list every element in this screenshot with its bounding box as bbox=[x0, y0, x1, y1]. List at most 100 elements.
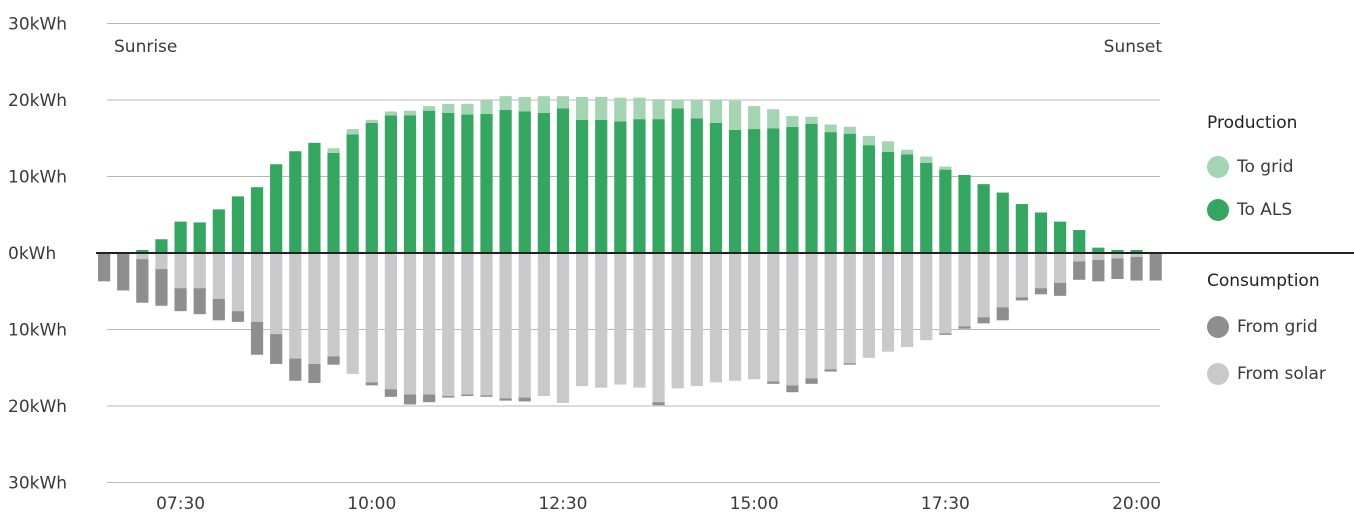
bar-to-als bbox=[748, 129, 761, 253]
bar-from-solar bbox=[958, 253, 971, 327]
legend-label-to-als: To ALS bbox=[1237, 200, 1293, 220]
bar-from-grid bbox=[1130, 256, 1143, 281]
bar-to-grid bbox=[920, 156, 933, 163]
legend-item-to-als[interactable]: To ALS bbox=[1207, 198, 1292, 222]
bar-from-solar bbox=[289, 253, 302, 359]
legend-item-to-grid[interactable]: To grid bbox=[1207, 155, 1294, 179]
bar-to-als bbox=[250, 187, 264, 253]
bar-from-solar bbox=[862, 253, 875, 358]
bar-to-grid bbox=[633, 97, 646, 120]
bar-to-als bbox=[805, 123, 818, 253]
bar-from-grid bbox=[327, 356, 340, 365]
bar-from-solar bbox=[1054, 253, 1067, 283]
bar-to-grid bbox=[480, 100, 493, 114]
bar-to-grid bbox=[671, 100, 684, 109]
bar-to-grid bbox=[748, 106, 761, 130]
bar-to-als bbox=[728, 129, 742, 253]
bar-from-grid bbox=[652, 402, 665, 406]
x-tick-label: 20:00 bbox=[1112, 494, 1161, 514]
bar-from-grid bbox=[1111, 258, 1124, 280]
bar-from-solar bbox=[442, 253, 455, 397]
bar-to-als bbox=[403, 115, 417, 253]
x-tick-label: 07:30 bbox=[156, 494, 205, 514]
bar-to-grid bbox=[499, 96, 512, 110]
bar-to-als bbox=[633, 119, 646, 253]
bar-from-solar bbox=[250, 253, 264, 322]
bar-from-solar bbox=[805, 253, 818, 379]
bar-from-grid bbox=[270, 334, 283, 364]
bar-to-als bbox=[423, 110, 436, 254]
bar-to-grid bbox=[862, 135, 875, 146]
bar-to-als bbox=[690, 118, 703, 253]
bar-from-solar bbox=[231, 253, 245, 312]
bar-to-grid bbox=[728, 100, 742, 130]
bar-from-solar bbox=[136, 253, 149, 260]
bar-from-grid bbox=[250, 321, 264, 355]
bar-from-solar bbox=[748, 253, 761, 380]
bar-from-solar bbox=[556, 253, 570, 403]
bar-from-solar bbox=[614, 253, 627, 385]
bar-to-als bbox=[327, 152, 340, 253]
bar-from-grid bbox=[843, 363, 856, 365]
bar-from-solar bbox=[977, 253, 990, 318]
bar-from-grid bbox=[365, 382, 378, 386]
bar-from-grid bbox=[518, 397, 531, 402]
bar-to-als bbox=[996, 192, 1009, 253]
bar-to-als bbox=[155, 239, 168, 253]
bar-to-grid bbox=[537, 96, 550, 114]
bar-to-grid bbox=[843, 126, 856, 134]
bar-to-als bbox=[881, 152, 895, 253]
legend-item-from-grid[interactable]: From grid bbox=[1207, 315, 1318, 339]
bar-to-als bbox=[556, 108, 570, 253]
y-tick-label: 30kWh bbox=[8, 474, 67, 494]
bar-from-solar bbox=[1092, 253, 1105, 260]
bar-from-solar bbox=[212, 253, 225, 299]
to-grid-swatch-icon bbox=[1207, 156, 1229, 178]
bar-to-grid bbox=[709, 100, 723, 123]
bar-from-grid bbox=[384, 389, 397, 397]
bar-from-grid bbox=[403, 394, 417, 405]
bar-from-solar bbox=[786, 253, 799, 386]
bar-to-als bbox=[1111, 249, 1124, 253]
bar-to-als bbox=[939, 169, 952, 253]
bar-from-solar bbox=[480, 253, 493, 396]
bar-from-solar bbox=[327, 253, 340, 357]
bar-from-solar bbox=[881, 253, 895, 352]
bars bbox=[98, 96, 1162, 406]
bar-to-als bbox=[1073, 230, 1086, 253]
bar-from-solar bbox=[824, 253, 837, 370]
legend-item-from-solar[interactable]: From solar bbox=[1207, 362, 1326, 386]
legend-consumption-title: Consumption bbox=[1207, 271, 1320, 291]
bar-from-solar bbox=[423, 253, 436, 395]
bar-from-solar bbox=[308, 253, 321, 364]
bar-from-solar bbox=[920, 253, 933, 341]
bar-from-grid bbox=[308, 363, 321, 384]
bar-to-als bbox=[193, 222, 206, 253]
bar-from-grid bbox=[939, 333, 952, 335]
bar-from-solar bbox=[346, 253, 359, 374]
bar-to-als bbox=[346, 134, 359, 253]
x-tick-label: 12:30 bbox=[538, 494, 587, 514]
bar-from-grid bbox=[193, 288, 206, 315]
bar-from-grid bbox=[1034, 288, 1048, 295]
bar-to-als bbox=[537, 113, 550, 253]
bar-from-grid bbox=[1073, 261, 1086, 280]
bar-to-grid bbox=[690, 100, 703, 119]
from-grid-swatch-icon bbox=[1207, 316, 1229, 338]
y-tick-label: 30kWh bbox=[8, 15, 67, 35]
bar-to-grid bbox=[576, 96, 589, 120]
bar-to-grid bbox=[346, 129, 359, 135]
bar-to-als bbox=[824, 132, 837, 253]
bar-to-als bbox=[576, 119, 589, 253]
bar-from-grid bbox=[1054, 282, 1067, 296]
bar-to-grid bbox=[442, 103, 455, 114]
bar-from-solar bbox=[1034, 253, 1048, 289]
bar-from-solar bbox=[365, 253, 378, 383]
bar-from-solar bbox=[633, 253, 646, 388]
bar-to-grid bbox=[652, 99, 665, 120]
bar-to-grid bbox=[461, 103, 474, 115]
bar-to-als bbox=[270, 164, 283, 253]
x-tick-label: 15:00 bbox=[730, 494, 779, 514]
bar-from-grid bbox=[117, 253, 130, 291]
